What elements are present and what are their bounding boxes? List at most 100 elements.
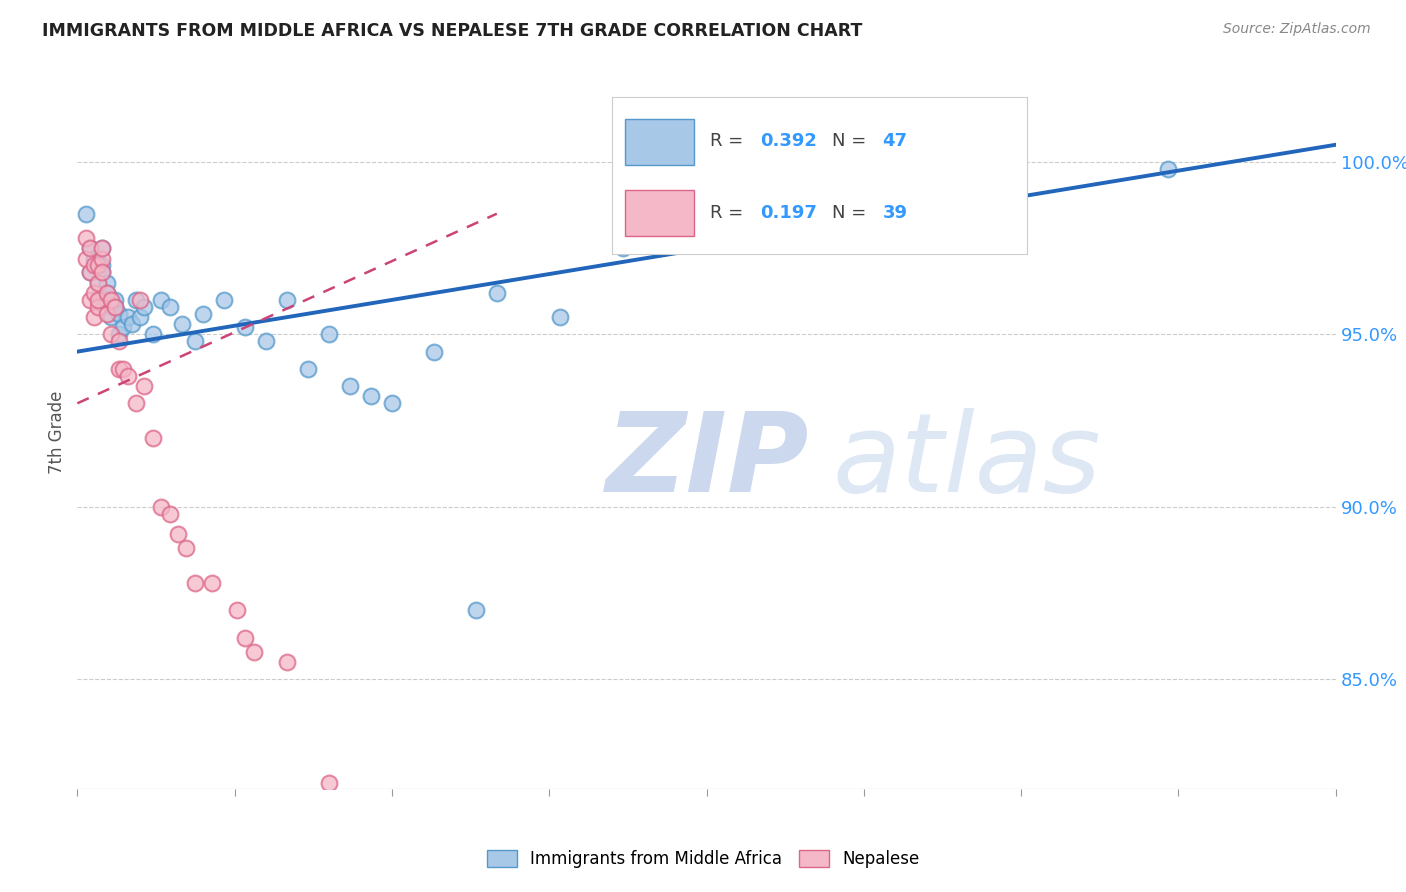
Point xyxy=(91,252,114,266)
Text: R =: R = xyxy=(710,133,749,151)
Point xyxy=(83,259,105,273)
Point xyxy=(100,310,122,325)
Point xyxy=(184,334,207,349)
Point xyxy=(167,527,190,541)
Point xyxy=(121,317,143,331)
Point xyxy=(96,276,118,290)
Point xyxy=(200,575,222,590)
Point xyxy=(75,252,97,266)
Text: 39: 39 xyxy=(883,204,908,222)
Point xyxy=(184,575,207,590)
FancyBboxPatch shape xyxy=(612,97,1028,254)
Point xyxy=(96,307,118,321)
Point xyxy=(612,241,634,255)
Point xyxy=(254,334,277,349)
Point xyxy=(83,310,105,325)
Point xyxy=(159,300,181,314)
Point xyxy=(91,265,114,279)
Text: IMMIGRANTS FROM MIDDLE AFRICA VS NEPALESE 7TH GRADE CORRELATION CHART: IMMIGRANTS FROM MIDDLE AFRICA VS NEPALES… xyxy=(42,22,862,40)
Point xyxy=(360,389,382,403)
Point xyxy=(129,293,152,307)
Text: N =: N = xyxy=(832,133,872,151)
Text: 0.197: 0.197 xyxy=(761,204,817,222)
Point xyxy=(75,207,97,221)
Point xyxy=(276,293,298,307)
Point xyxy=(318,327,340,342)
Point xyxy=(108,307,131,321)
Point xyxy=(100,327,122,342)
Point xyxy=(142,327,165,342)
Point xyxy=(87,276,110,290)
Point xyxy=(79,241,101,255)
Point xyxy=(100,293,122,307)
Point xyxy=(83,252,105,266)
Point xyxy=(96,285,118,300)
Point xyxy=(176,541,198,555)
Point xyxy=(125,293,148,307)
Point xyxy=(225,603,247,617)
Point xyxy=(125,396,148,410)
Point xyxy=(108,334,131,349)
Point xyxy=(96,285,118,300)
Legend: Immigrants from Middle Africa, Nepalese: Immigrants from Middle Africa, Nepalese xyxy=(479,843,927,875)
Point xyxy=(159,507,181,521)
Point xyxy=(87,293,110,307)
Text: 0.392: 0.392 xyxy=(761,133,817,151)
Point xyxy=(485,285,508,300)
Text: ZIP: ZIP xyxy=(606,408,810,515)
Text: R =: R = xyxy=(710,204,749,222)
Point xyxy=(91,259,114,273)
Point xyxy=(276,655,298,669)
Point xyxy=(79,265,101,279)
Point xyxy=(737,224,759,238)
Point xyxy=(381,396,404,410)
Point xyxy=(112,320,135,334)
Point xyxy=(150,500,173,514)
Point xyxy=(212,293,235,307)
Point xyxy=(91,265,114,279)
Point xyxy=(79,241,101,255)
Point xyxy=(548,310,571,325)
Point xyxy=(117,310,139,325)
Point xyxy=(1157,161,1180,176)
Point xyxy=(134,300,156,314)
Text: 47: 47 xyxy=(883,133,908,151)
FancyBboxPatch shape xyxy=(624,190,695,236)
Point xyxy=(117,368,139,383)
Point xyxy=(172,317,194,331)
Point xyxy=(87,259,110,273)
Point xyxy=(297,362,319,376)
Point xyxy=(100,300,122,314)
Point xyxy=(150,293,173,307)
Point xyxy=(87,259,110,273)
Point xyxy=(79,265,101,279)
Point xyxy=(142,431,165,445)
Text: N =: N = xyxy=(832,204,872,222)
Point xyxy=(134,379,156,393)
Point xyxy=(339,379,361,393)
Point xyxy=(87,300,110,314)
Point xyxy=(108,327,131,342)
Point xyxy=(75,231,97,245)
FancyBboxPatch shape xyxy=(624,119,695,165)
Text: atlas: atlas xyxy=(832,408,1101,515)
Point xyxy=(318,775,340,789)
Point xyxy=(191,307,215,321)
Text: Source: ZipAtlas.com: Source: ZipAtlas.com xyxy=(1223,22,1371,37)
Point xyxy=(112,362,135,376)
Point xyxy=(242,644,264,658)
Point xyxy=(233,631,256,645)
Point xyxy=(79,293,101,307)
Point xyxy=(129,310,152,325)
Point xyxy=(87,276,110,290)
Point xyxy=(464,603,486,617)
Point xyxy=(104,300,127,314)
Point xyxy=(91,241,114,255)
Point xyxy=(423,344,446,359)
Point xyxy=(91,241,114,255)
Point xyxy=(104,293,127,307)
Point xyxy=(83,285,105,300)
Point xyxy=(96,293,118,307)
Y-axis label: 7th Grade: 7th Grade xyxy=(48,391,66,475)
Point xyxy=(104,300,127,314)
